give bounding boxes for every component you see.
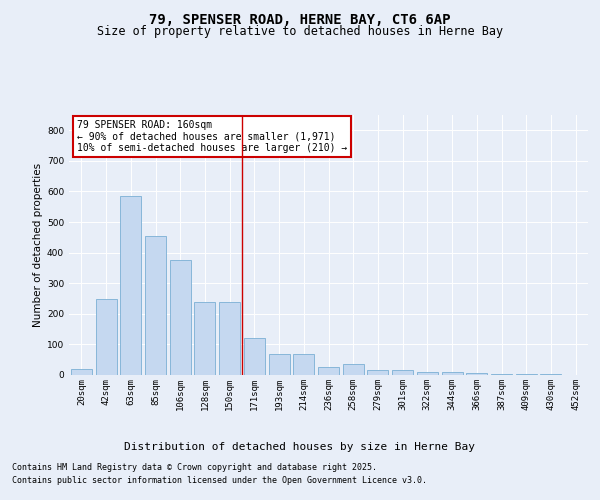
Bar — [516, 374, 537, 375]
Text: 79, SPENSER ROAD, HERNE BAY, CT6 6AP: 79, SPENSER ROAD, HERNE BAY, CT6 6AP — [149, 12, 451, 26]
Bar — [120, 196, 141, 375]
Bar — [219, 302, 240, 375]
Bar — [417, 372, 438, 375]
Bar — [343, 364, 364, 375]
Bar — [541, 374, 562, 375]
Text: Size of property relative to detached houses in Herne Bay: Size of property relative to detached ho… — [97, 25, 503, 38]
Bar — [244, 338, 265, 375]
Bar — [392, 370, 413, 375]
Bar — [367, 370, 388, 375]
Bar — [95, 299, 116, 375]
Bar — [442, 372, 463, 375]
Y-axis label: Number of detached properties: Number of detached properties — [33, 163, 43, 327]
Text: Contains HM Land Registry data © Crown copyright and database right 2025.: Contains HM Land Registry data © Crown c… — [12, 464, 377, 472]
Text: Distribution of detached houses by size in Herne Bay: Distribution of detached houses by size … — [125, 442, 476, 452]
Bar — [71, 369, 92, 375]
Bar — [170, 260, 191, 375]
Bar — [466, 374, 487, 375]
Text: Contains public sector information licensed under the Open Government Licence v3: Contains public sector information licen… — [12, 476, 427, 485]
Bar — [269, 354, 290, 375]
Text: 79 SPENSER ROAD: 160sqm
← 90% of detached houses are smaller (1,971)
10% of semi: 79 SPENSER ROAD: 160sqm ← 90% of detache… — [77, 120, 347, 154]
Bar — [318, 368, 339, 375]
Bar — [491, 374, 512, 375]
Bar — [145, 236, 166, 375]
Bar — [293, 354, 314, 375]
Bar — [194, 302, 215, 375]
